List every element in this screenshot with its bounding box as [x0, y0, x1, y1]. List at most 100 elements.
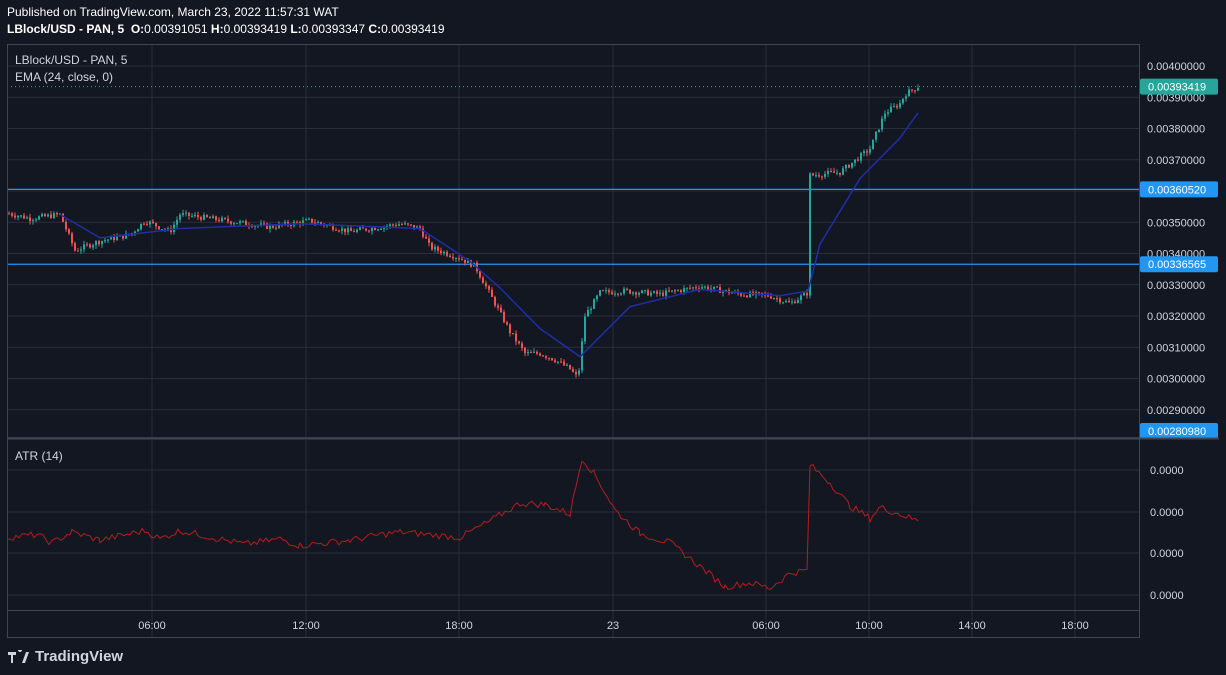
last-price-tag-label: 0.00393419 — [1148, 82, 1206, 94]
time-tick-label: 06:00 — [752, 620, 780, 632]
time-tick-label: 06:00 — [138, 620, 166, 632]
candle-body — [800, 295, 802, 300]
time-tick-label: 10:00 — [855, 620, 883, 632]
candle-body — [308, 218, 310, 220]
candle-body — [41, 214, 43, 217]
open-value: 0.00391051 — [144, 22, 208, 36]
candle-body — [683, 288, 685, 293]
candle-body — [575, 371, 577, 375]
candle-body — [35, 219, 37, 221]
candle-body — [335, 229, 337, 231]
candle-body — [254, 225, 256, 228]
candle-body — [698, 288, 700, 290]
outer-border — [7, 44, 1140, 638]
candle-body — [353, 231, 355, 233]
candle-body — [842, 168, 844, 175]
candle-body — [395, 225, 397, 227]
candle-body — [53, 213, 55, 219]
candle-body — [626, 288, 628, 290]
candle-body — [455, 258, 457, 260]
candle-body — [167, 228, 169, 230]
price-axis[interactable]: 0.00400000 0.00390000 0.00380000 0.00370000… — [1140, 61, 1218, 602]
candle-body — [704, 286, 706, 288]
price-tick-label: 0.00380000 — [1147, 124, 1205, 136]
candle-body — [404, 223, 406, 225]
candle-body — [749, 292, 751, 298]
candle-body — [779, 298, 781, 303]
atr-line — [6, 460, 919, 590]
candle-body — [62, 213, 64, 222]
price-tick-label: 0.00310000 — [1147, 342, 1205, 354]
candle-body — [260, 223, 262, 226]
candle-body — [887, 112, 889, 114]
candle-body — [572, 369, 574, 372]
candle-body — [689, 287, 691, 289]
open-label: O: — [130, 22, 145, 36]
candle-body — [401, 224, 403, 226]
candle-body — [668, 290, 670, 292]
candle-body — [557, 361, 559, 363]
candle-body — [275, 227, 277, 229]
atr-tick-label: 0.0000 — [1150, 507, 1184, 519]
candle-body — [908, 89, 910, 97]
candle-body — [578, 370, 580, 375]
candle-body — [896, 105, 898, 108]
grid — [7, 44, 1139, 637]
high-label: H: — [210, 22, 224, 36]
candle-body — [371, 228, 373, 232]
candle-body — [431, 242, 433, 250]
candle-body — [632, 292, 634, 294]
atr-tick-label: 0.0000 — [1150, 548, 1184, 560]
candle-body — [845, 164, 847, 169]
horizontal-levels[interactable] — [7, 86, 1139, 439]
candle-body — [23, 215, 25, 219]
candle-body — [362, 227, 364, 229]
atr-tick-label: 0.0000 — [1150, 590, 1184, 602]
candle-body — [665, 290, 667, 296]
candle-body — [266, 223, 268, 229]
close-value: 0.00393419 — [381, 22, 445, 36]
candle-body — [614, 293, 616, 295]
candle-body — [434, 246, 436, 250]
candle-body — [140, 223, 142, 230]
candle-body — [464, 259, 466, 263]
candle-body — [422, 228, 424, 237]
price-level-tag[interactable] — [1140, 256, 1218, 273]
price-tick-label: 0.00290000 — [1147, 405, 1205, 417]
candle-body — [206, 214, 208, 218]
candle-body — [452, 256, 454, 259]
candle-body — [389, 224, 391, 227]
candle-body — [524, 347, 526, 354]
last-price-tag[interactable] — [1140, 78, 1218, 95]
candle-body — [818, 175, 820, 177]
candle-body — [716, 286, 718, 288]
candle-body — [203, 214, 205, 220]
candle-body — [284, 221, 286, 225]
candle-body — [71, 233, 73, 244]
candle-body — [809, 173, 811, 296]
candle-body — [623, 288, 625, 294]
candle-body — [725, 289, 727, 291]
time-axis[interactable]: 06:00 12:00 18:00 23 06:00 10:00 14:00 18:00 — [138, 620, 1089, 632]
candle-body — [854, 159, 856, 163]
candle-body — [794, 301, 796, 304]
tradingview-logo[interactable]: TradingView — [8, 648, 123, 665]
candle-body — [869, 149, 871, 153]
candle-body — [290, 225, 292, 227]
candle-body — [797, 299, 799, 304]
candle-body — [350, 228, 352, 232]
candle-body — [173, 224, 175, 233]
pane-labels: LBlock/USD - PAN, 5 EMA (24, close, 0) ATR… — [15, 53, 128, 463]
candle-body — [416, 226, 418, 229]
price-level-tag[interactable] — [1140, 423, 1218, 439]
price-level-tag[interactable] — [1140, 181, 1218, 198]
time-tick-label: 23 — [607, 620, 619, 632]
candle-body — [317, 222, 319, 224]
candle-body — [851, 162, 853, 168]
candle-body — [899, 103, 901, 108]
candle-body — [29, 217, 31, 222]
candle-body — [782, 302, 784, 304]
candle-body — [245, 220, 247, 226]
candle-body — [47, 214, 49, 217]
